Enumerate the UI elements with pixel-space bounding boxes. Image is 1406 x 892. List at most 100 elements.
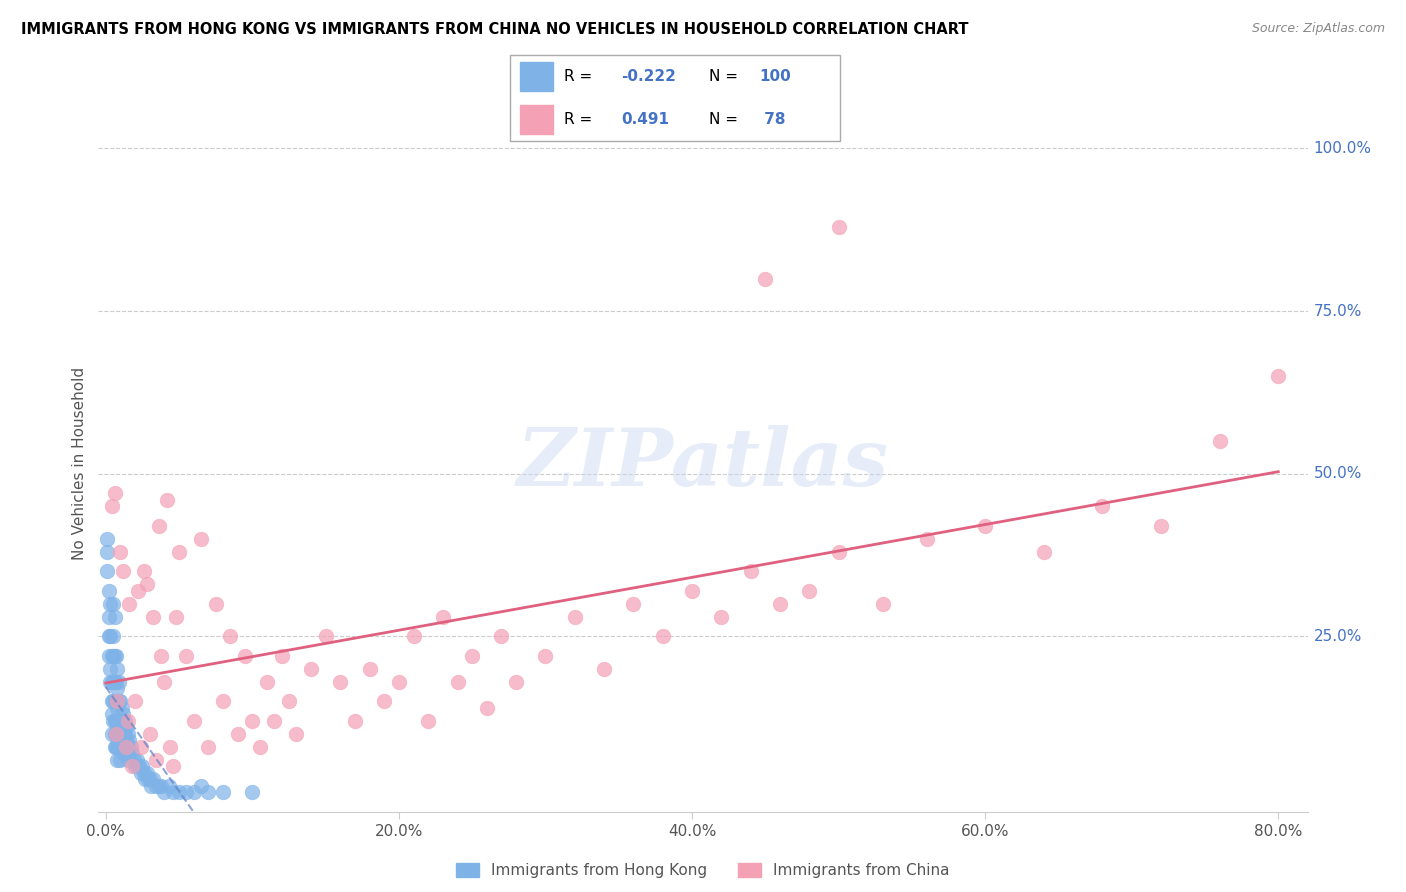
Point xyxy=(132,765,155,780)
Point xyxy=(105,648,128,663)
Point xyxy=(110,544,132,558)
Point xyxy=(183,785,205,799)
Point xyxy=(131,759,153,773)
Point xyxy=(111,714,134,728)
Point xyxy=(118,746,141,760)
Point xyxy=(105,727,128,741)
Point xyxy=(135,765,157,780)
Point xyxy=(135,577,157,591)
Point xyxy=(117,714,139,728)
Point xyxy=(418,714,440,728)
Point xyxy=(157,779,180,793)
Point xyxy=(103,714,125,728)
Text: 25.0%: 25.0% xyxy=(1313,629,1362,644)
Point xyxy=(105,714,128,728)
Y-axis label: No Vehicles in Household: No Vehicles in Household xyxy=(72,368,87,560)
Point xyxy=(101,629,124,643)
Point xyxy=(120,739,142,754)
Point xyxy=(121,746,143,760)
Point xyxy=(136,772,159,787)
Point xyxy=(125,753,148,767)
Point xyxy=(100,727,122,741)
Point xyxy=(101,648,124,663)
Point xyxy=(112,707,135,722)
Point xyxy=(212,694,235,708)
Point xyxy=(446,674,468,689)
Point xyxy=(103,674,125,689)
Point xyxy=(107,662,129,676)
Point xyxy=(1091,499,1114,513)
Point xyxy=(105,674,128,689)
Point xyxy=(107,739,129,754)
Point xyxy=(117,727,139,741)
Point xyxy=(107,694,129,708)
Point xyxy=(204,597,226,611)
Text: N =: N = xyxy=(709,70,738,84)
Text: N =: N = xyxy=(709,112,738,127)
Point xyxy=(115,720,138,734)
Point xyxy=(226,727,249,741)
Point xyxy=(100,674,122,689)
Point xyxy=(134,772,156,787)
Point xyxy=(112,746,135,760)
Point xyxy=(148,779,170,793)
Legend: Immigrants from Hong Kong, Immigrants from China: Immigrants from Hong Kong, Immigrants fr… xyxy=(450,857,956,884)
Point xyxy=(373,694,395,708)
Point xyxy=(388,674,411,689)
Point xyxy=(740,564,762,578)
Point xyxy=(1032,544,1054,558)
Point xyxy=(1150,518,1173,533)
Point xyxy=(127,583,149,598)
Point xyxy=(110,727,132,741)
Point xyxy=(183,714,205,728)
Point xyxy=(107,714,129,728)
Point xyxy=(111,700,134,714)
Point xyxy=(190,779,212,793)
Point xyxy=(491,629,513,643)
Point xyxy=(97,629,120,643)
Point xyxy=(117,739,139,754)
Point xyxy=(263,714,285,728)
Point xyxy=(329,674,352,689)
Point xyxy=(799,583,821,598)
Point xyxy=(124,759,146,773)
Point xyxy=(1267,369,1289,384)
Point xyxy=(197,785,219,799)
Point xyxy=(111,739,134,754)
Point xyxy=(111,727,134,741)
Point xyxy=(212,785,235,799)
Point xyxy=(176,785,198,799)
Point xyxy=(103,486,125,500)
Point xyxy=(124,694,146,708)
Text: 0.491: 0.491 xyxy=(621,112,669,127)
Point xyxy=(129,765,152,780)
Point xyxy=(315,629,337,643)
Point xyxy=(240,714,263,728)
Text: R =: R = xyxy=(564,70,596,84)
Point xyxy=(118,597,141,611)
Point xyxy=(148,518,170,533)
Point xyxy=(108,694,131,708)
Point xyxy=(621,597,644,611)
Point xyxy=(97,583,120,598)
Point xyxy=(769,597,792,611)
Point xyxy=(101,714,124,728)
Point xyxy=(461,648,484,663)
Point xyxy=(167,785,190,799)
Point xyxy=(138,727,160,741)
Point xyxy=(108,727,131,741)
Point xyxy=(176,648,198,663)
Point xyxy=(872,597,894,611)
Point xyxy=(153,674,176,689)
Point xyxy=(219,629,242,643)
Point xyxy=(108,739,131,754)
Point xyxy=(534,648,557,663)
Point xyxy=(593,662,616,676)
Text: 78: 78 xyxy=(759,112,786,127)
Text: 100: 100 xyxy=(759,70,792,84)
Point xyxy=(110,753,132,767)
Point xyxy=(145,779,167,793)
Point xyxy=(162,759,184,773)
Text: 100.0%: 100.0% xyxy=(1313,141,1372,156)
Text: -0.222: -0.222 xyxy=(621,70,676,84)
